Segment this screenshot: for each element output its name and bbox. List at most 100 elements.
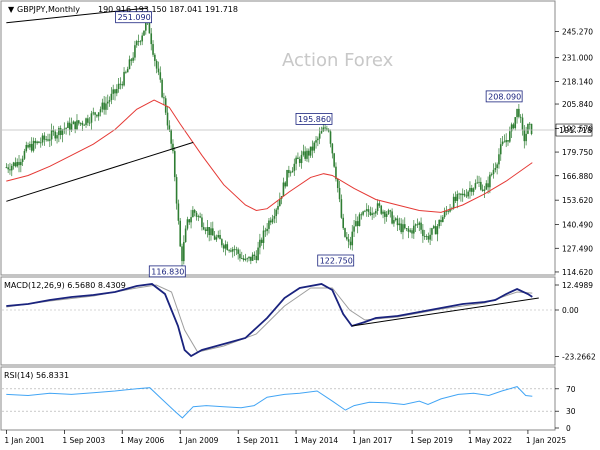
candle-body — [77, 120, 80, 124]
candle-body — [523, 129, 526, 142]
candle-body — [173, 151, 176, 178]
candle-body — [485, 183, 488, 190]
candle-body — [123, 71, 125, 86]
candle-body — [288, 170, 290, 174]
candle-body — [387, 210, 390, 214]
macd-label: MACD(12,26,9) 6.5680 8.4309 — [4, 281, 126, 290]
candle-body — [14, 162, 17, 167]
candle-body — [507, 140, 509, 142]
symbol-icon: ▼ — [8, 5, 15, 14]
candle-body — [68, 122, 71, 131]
candle-body — [284, 182, 287, 187]
candle-body — [423, 236, 426, 237]
candle-body — [54, 131, 57, 139]
candle-body — [367, 209, 370, 213]
candle-body — [358, 214, 361, 227]
watermark: Action Forex — [282, 50, 394, 71]
candle-body — [355, 221, 357, 227]
candle-body — [311, 146, 314, 151]
candle-body — [39, 142, 42, 144]
candle-body — [155, 60, 158, 69]
rsi-panel-frame — [0, 366, 556, 431]
candle-body — [184, 228, 187, 243]
candle-body — [108, 100, 111, 102]
candle-body — [349, 241, 352, 246]
candle-body — [94, 112, 96, 115]
candle-body — [505, 140, 507, 143]
candle-body — [32, 140, 35, 151]
candle-body — [449, 208, 451, 212]
candle-body — [429, 234, 431, 240]
candle-body — [208, 227, 210, 236]
macd-panel-frame — [0, 276, 556, 366]
candle-body — [43, 135, 46, 140]
candle-body — [452, 196, 455, 209]
candle-body — [432, 226, 435, 229]
candle-body — [235, 249, 238, 251]
candle-body — [480, 181, 482, 190]
candle-body — [99, 109, 102, 113]
candle-body — [512, 124, 515, 129]
candle-body — [177, 203, 180, 221]
candle-body — [382, 211, 384, 214]
candle-body — [27, 145, 29, 148]
candle-body — [154, 54, 156, 61]
candle-body — [97, 112, 100, 117]
candle-body — [168, 125, 171, 130]
candle-body — [250, 256, 252, 261]
candle-body — [134, 45, 136, 58]
candle-body — [289, 172, 292, 174]
price-y-tick-label: 166.880 — [562, 172, 593, 181]
candle-body — [356, 221, 359, 227]
candle-body — [445, 210, 448, 212]
x-tick-label: 1 Jan 2001 — [4, 436, 44, 445]
candle-body — [20, 161, 22, 166]
candle-body — [530, 123, 533, 135]
candle-body — [76, 120, 78, 130]
candle-body — [7, 167, 9, 170]
macd-y-tick-label: 0.00 — [562, 306, 579, 315]
price-label-text: 208.090 — [488, 92, 521, 101]
candle-body — [197, 216, 200, 217]
candle-body — [472, 188, 475, 192]
candle-body — [409, 230, 412, 232]
candle-body — [336, 179, 339, 188]
candle-body — [268, 220, 270, 229]
candle-body — [322, 127, 325, 132]
candle-body — [461, 193, 464, 196]
candle-body — [79, 122, 82, 124]
candle-body — [38, 141, 40, 143]
candle-body — [259, 239, 261, 248]
x-tick-label: 1 Sep 2003 — [62, 436, 105, 445]
candle-body — [286, 170, 288, 187]
x-tick-label: 1 Jan 2009 — [178, 436, 218, 445]
candle-body — [362, 211, 364, 215]
candle-body — [474, 183, 477, 189]
candle-body — [148, 16, 151, 34]
x-tick-label: 1 Sep 2019 — [410, 436, 453, 445]
candle-body — [210, 228, 212, 236]
candle-body — [317, 138, 319, 141]
candle-body — [237, 249, 239, 254]
x-tick-label: 1 May 2006 — [120, 436, 164, 445]
candle-body — [326, 128, 328, 130]
candle-body — [298, 158, 301, 164]
candle-body — [396, 218, 399, 226]
candle-body — [376, 203, 379, 212]
candle-body — [347, 239, 350, 242]
candle-body — [87, 118, 89, 123]
candle-body — [226, 244, 229, 251]
rsi-label: RSI(14) 56.8331 — [4, 371, 69, 380]
candle-body — [275, 209, 277, 216]
candle-body — [139, 41, 142, 43]
candle-body — [503, 141, 506, 143]
candle-body — [266, 228, 268, 232]
candle-body — [221, 239, 223, 246]
candle-body — [351, 231, 354, 246]
candle-body — [192, 210, 194, 218]
candle-body — [487, 183, 489, 188]
candle-body — [161, 79, 163, 98]
candle-body — [418, 222, 421, 225]
price-y-tick-label: 218.140 — [562, 77, 593, 86]
